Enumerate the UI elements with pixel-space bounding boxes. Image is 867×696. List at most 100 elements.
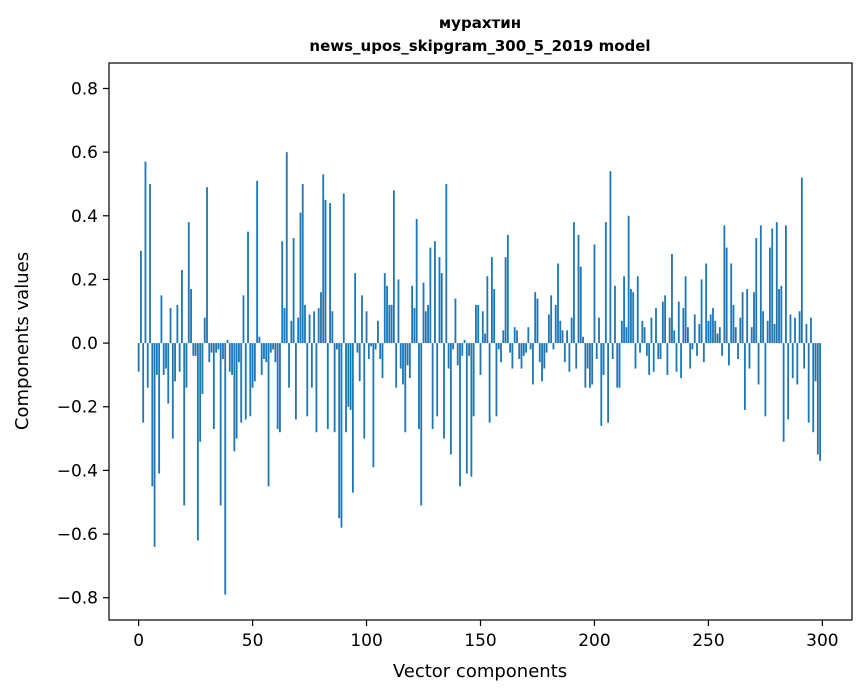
bar: [465, 343, 468, 474]
bar: [545, 343, 548, 353]
bar: [636, 276, 639, 344]
bar: [377, 320, 379, 344]
bar: [650, 317, 653, 344]
bar: [490, 257, 493, 344]
bar: [645, 343, 648, 356]
bar: [226, 339, 229, 344]
bar: [463, 339, 466, 344]
bar: [684, 276, 687, 344]
bar: [766, 320, 769, 344]
bar: [652, 343, 655, 372]
bar: [294, 343, 297, 420]
bar: [306, 343, 309, 417]
bar: [780, 285, 783, 344]
bar: [167, 343, 170, 404]
bar: [272, 343, 275, 350]
bar: [238, 343, 240, 363]
x-tick-label: 0: [133, 631, 144, 651]
bar: [274, 343, 277, 363]
bar: [481, 311, 484, 344]
bar: [228, 343, 231, 372]
bar: [431, 343, 434, 430]
bar: [165, 343, 167, 369]
bar: [411, 285, 414, 344]
bar: [598, 317, 600, 344]
bar: [336, 343, 338, 350]
bar: [643, 327, 646, 344]
bar: [773, 323, 776, 344]
bar: [547, 314, 550, 344]
bar: [600, 343, 603, 426]
bar: [762, 311, 765, 344]
bar: [675, 343, 678, 372]
bar: [445, 183, 448, 344]
bar: [709, 314, 712, 344]
bar: [525, 343, 527, 353]
bar: [573, 222, 575, 344]
bar: [404, 343, 407, 433]
bar: [329, 203, 331, 344]
bar: [267, 343, 270, 487]
bar: [577, 234, 580, 344]
bar: [807, 343, 810, 423]
bar: [429, 247, 432, 344]
bar: [279, 343, 281, 433]
y-tick-label: −0.6: [57, 525, 98, 545]
bar: [256, 180, 259, 344]
bar: [552, 343, 555, 350]
bar: [155, 343, 158, 375]
bar: [383, 273, 386, 344]
bar: [484, 333, 486, 344]
bar: [260, 343, 263, 375]
bar: [333, 343, 336, 433]
bar: [657, 343, 660, 359]
bar: [682, 308, 685, 344]
bar: [388, 304, 391, 344]
bar: [370, 343, 373, 347]
bar: [206, 187, 208, 344]
bar: [502, 330, 505, 344]
bar: [579, 266, 582, 344]
bar: [210, 343, 213, 353]
bar: [320, 292, 322, 344]
bar: [253, 343, 256, 382]
bar: [326, 343, 329, 430]
bar: [698, 323, 701, 344]
bar: [201, 343, 204, 395]
bar: [543, 343, 546, 369]
bar: [623, 276, 625, 344]
bar: [315, 343, 318, 433]
bar: [677, 301, 680, 344]
bar: [324, 199, 327, 344]
bar: [183, 343, 186, 506]
bar: [516, 330, 518, 344]
bar: [351, 343, 354, 493]
bar: [379, 343, 382, 359]
x-axis-label: Vector components: [393, 661, 567, 682]
bar: [242, 295, 245, 344]
bar: [732, 304, 735, 344]
bar: [162, 343, 165, 375]
bar: [158, 343, 161, 474]
bar: [509, 343, 512, 353]
y-axis-ticks: −0.8 −0.6 −0.4 −0.2 0.0 0.2 0.4 0.6 0.8: [57, 79, 109, 609]
bar: [538, 343, 541, 363]
bar: [322, 174, 325, 344]
plot-frame: [108, 62, 853, 621]
bar: [700, 279, 703, 344]
bar: [716, 333, 719, 344]
bar: [493, 288, 496, 344]
bar: [149, 183, 151, 344]
bar: [723, 225, 726, 344]
bar: [718, 327, 721, 344]
bar: [153, 343, 156, 547]
bar: [413, 308, 416, 344]
y-tick-label: 0.6: [71, 143, 98, 163]
bar: [803, 343, 806, 369]
bar: [639, 343, 641, 353]
bar: [427, 304, 429, 344]
bar: [664, 295, 667, 344]
bar: [390, 304, 393, 344]
bar: [418, 343, 420, 430]
